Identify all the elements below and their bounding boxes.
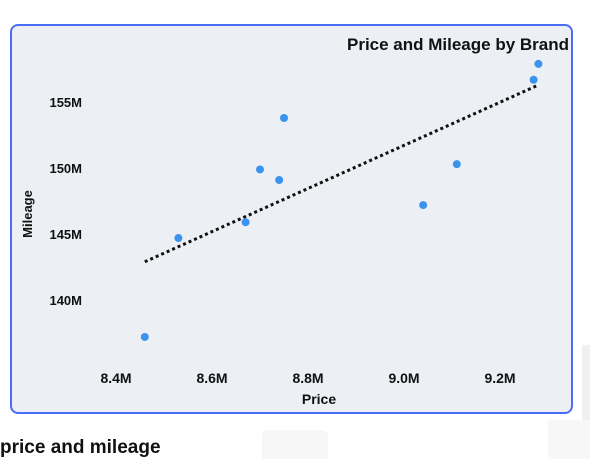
background-shape	[582, 345, 590, 420]
y-tick-label: 155M	[49, 95, 82, 110]
data-point[interactable]	[174, 234, 183, 243]
y-tick-label: 150M	[49, 161, 82, 176]
background-shape	[262, 430, 328, 459]
data-point[interactable]	[419, 201, 428, 210]
data-point[interactable]	[452, 160, 461, 169]
data-point[interactable]	[241, 218, 250, 227]
x-tick-label: 8.4M	[100, 370, 131, 386]
y-tick-label: 140M	[49, 293, 82, 308]
y-axis-label: Mileage	[20, 190, 35, 238]
chart-title: Price and Mileage by Brand	[347, 35, 569, 54]
data-point[interactable]	[534, 59, 543, 68]
x-tick-label: 9.0M	[388, 370, 419, 386]
data-point[interactable]	[275, 176, 284, 184]
data-point[interactable]	[529, 75, 538, 84]
data-point[interactable]	[256, 165, 264, 174]
scatter-chart: Price and Mileage by Brand Price Mileage…	[20, 35, 569, 407]
y-tick-label: 145M	[49, 227, 82, 242]
x-tick-label: 8.8M	[292, 370, 323, 386]
x-tick-label: 8.6M	[196, 370, 227, 386]
section-caption: price and mileage	[0, 437, 161, 458]
trend-line	[144, 83, 540, 264]
data-point[interactable]	[280, 114, 288, 122]
x-tick-label: 9.2M	[484, 370, 515, 386]
data-point[interactable]	[140, 332, 149, 341]
background-shape	[548, 420, 590, 459]
x-axis-label: Price	[302, 391, 336, 407]
chart-card: Price and Mileage by Brand Price Mileage…	[10, 24, 573, 414]
